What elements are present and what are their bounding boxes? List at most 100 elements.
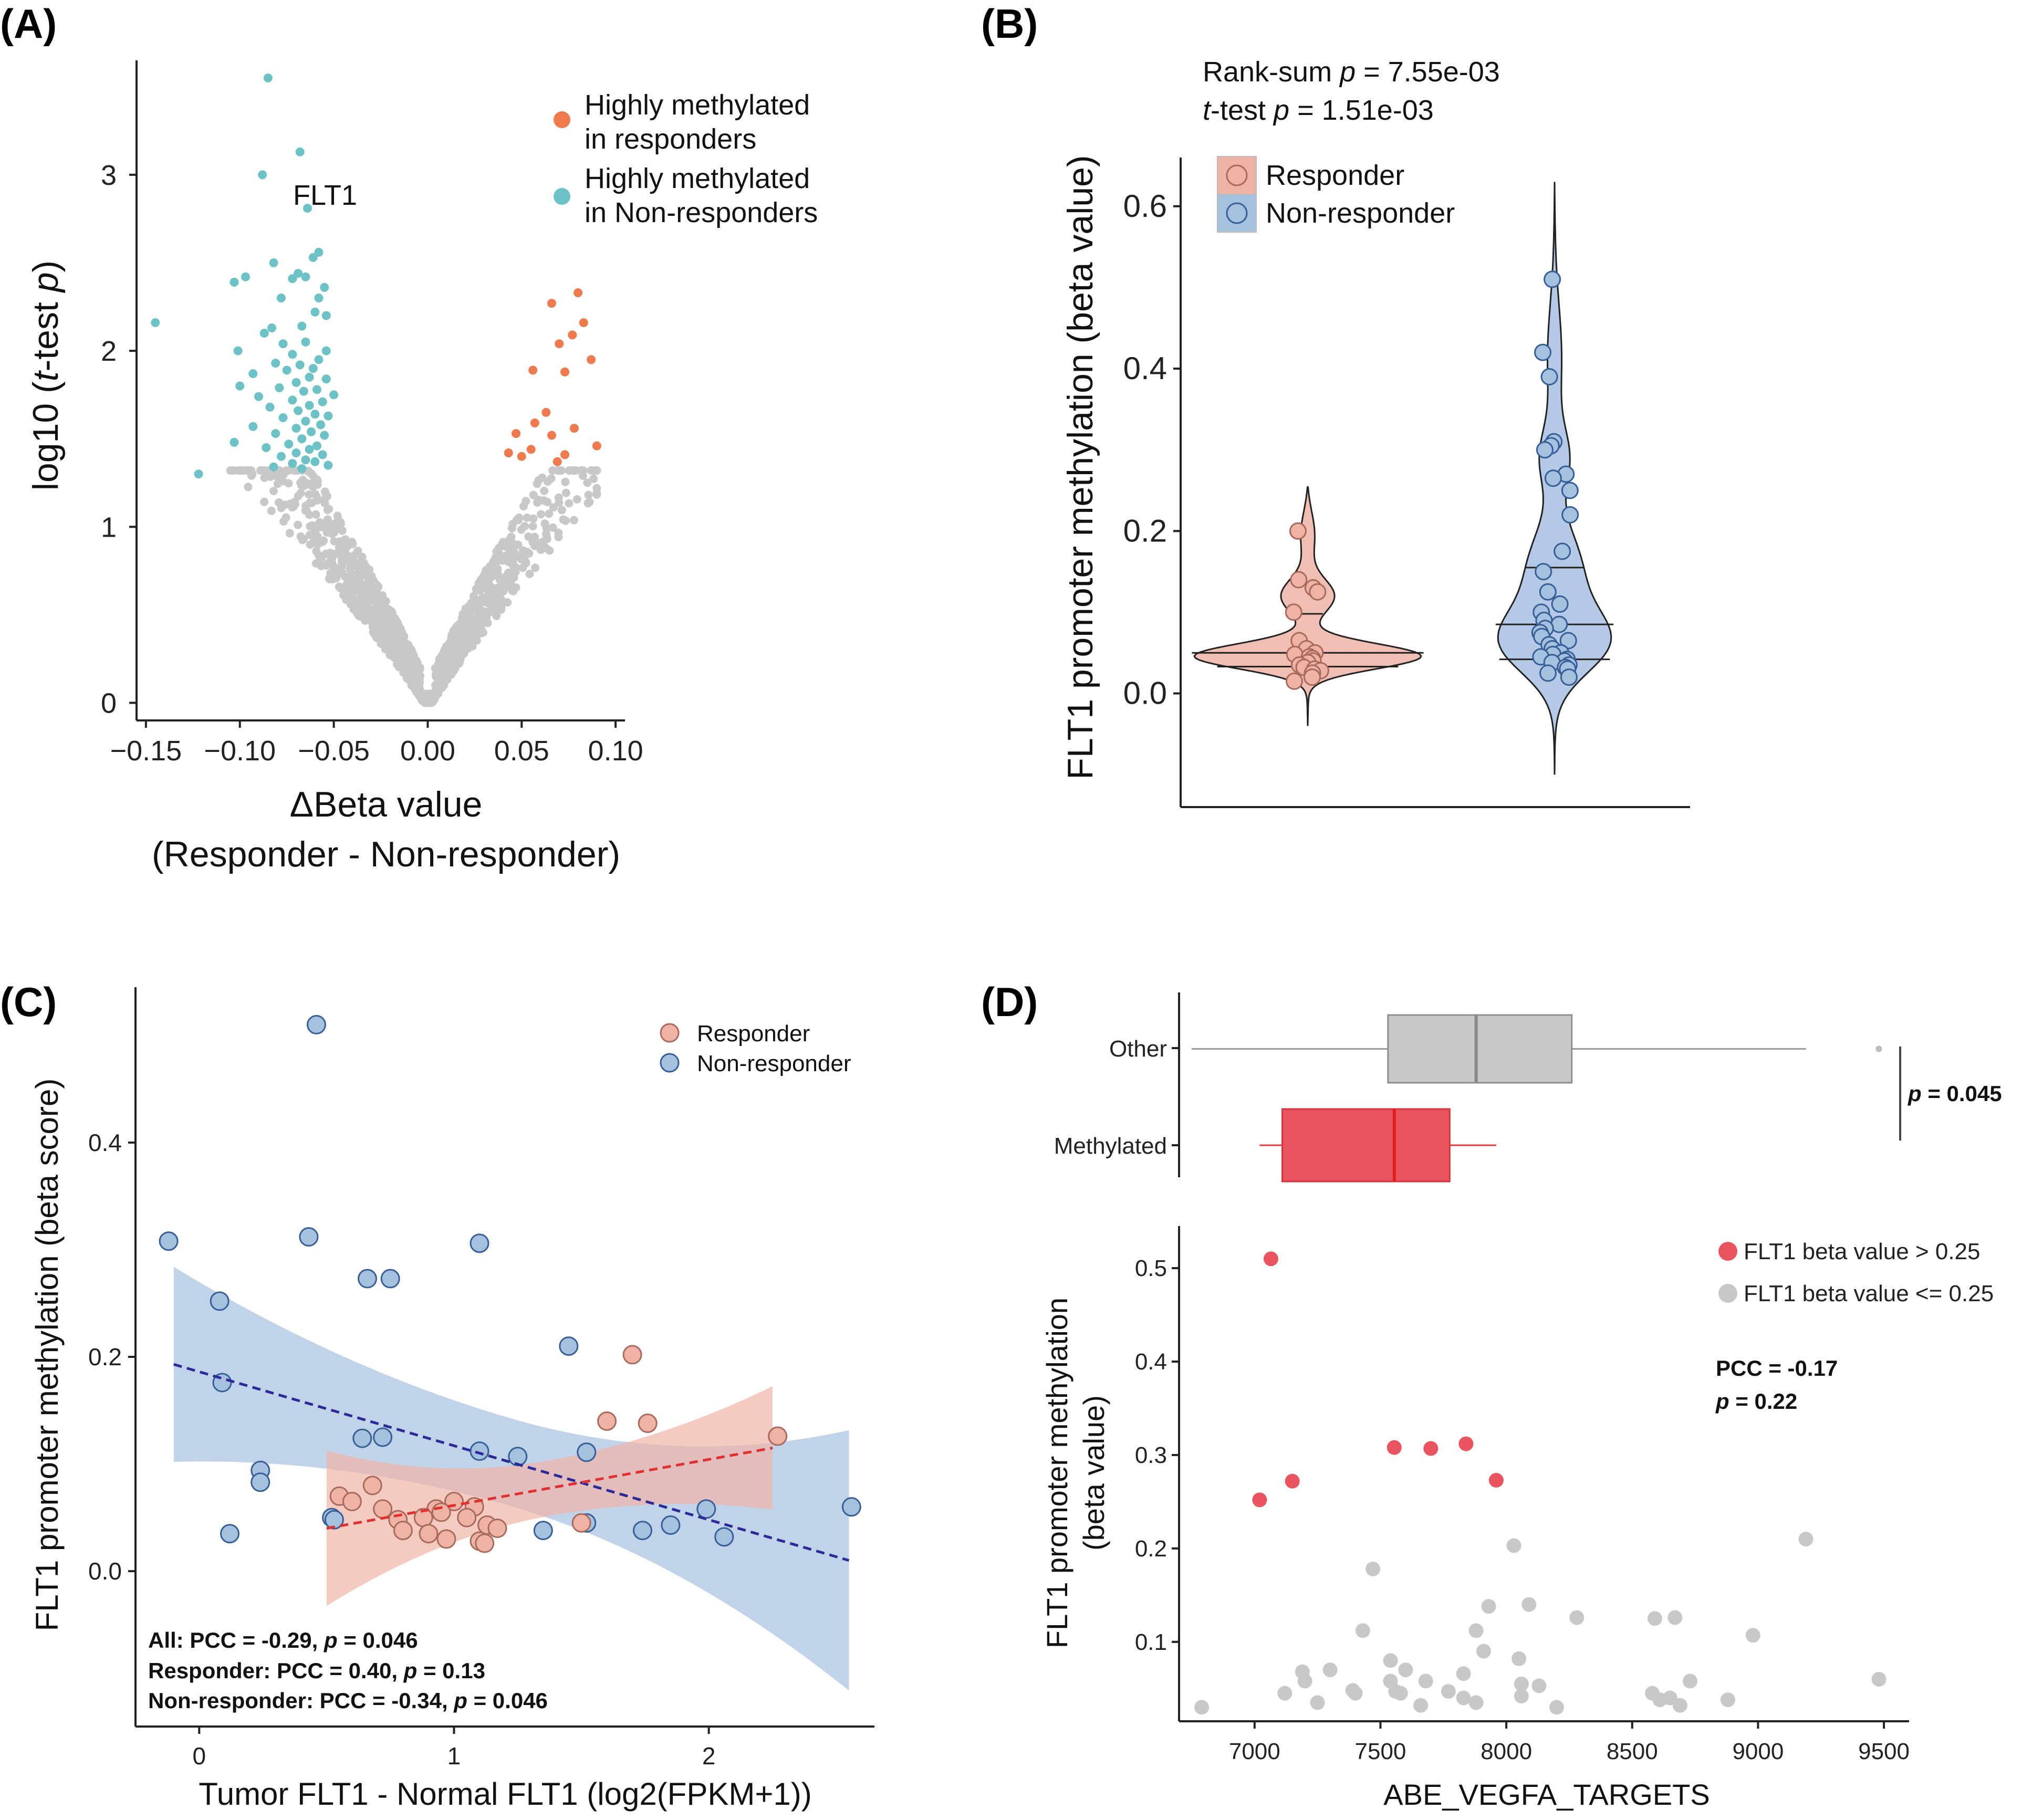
panel-a-background-point bbox=[370, 586, 379, 595]
panel-a-background-point bbox=[311, 532, 320, 541]
panel-b-point-responder bbox=[1303, 668, 1321, 686]
panel-a-point-responder bbox=[579, 318, 588, 327]
panel-a-background-point bbox=[584, 490, 593, 499]
panel-a-background-point bbox=[354, 597, 363, 605]
panel-d-y-tick-label: 0.4 bbox=[1135, 1349, 1167, 1375]
panel-c-fit-line-responder bbox=[326, 1446, 773, 1530]
panel-a-background-point bbox=[387, 625, 396, 634]
panel-a-point-responder bbox=[526, 445, 536, 454]
panel-a-background-point bbox=[583, 478, 592, 487]
panel-a-background-point bbox=[274, 498, 283, 507]
panel-a-background-point bbox=[547, 474, 556, 483]
panel-a-background-point bbox=[476, 608, 485, 617]
panel-a-background-point bbox=[330, 528, 339, 537]
panel-a-background-point bbox=[463, 644, 472, 653]
panel-d-point-low bbox=[1683, 1673, 1697, 1689]
panel-a-background-point bbox=[543, 535, 551, 543]
panel-a-background-point bbox=[362, 606, 371, 615]
panel-a-background-point bbox=[507, 532, 516, 541]
panel-b-point-nonresponder bbox=[1561, 506, 1579, 524]
panel-a-background-point bbox=[371, 607, 380, 616]
panel-a-point-nonresponder bbox=[291, 448, 301, 457]
panel-label-d: (D) bbox=[981, 979, 1038, 1025]
panel-a-background-point bbox=[329, 549, 338, 558]
panel-a-point-responder bbox=[569, 424, 579, 433]
panel-a-background-point bbox=[592, 466, 601, 475]
panel-a-background-point bbox=[504, 557, 513, 566]
panel-c-point-nonresponder bbox=[324, 1510, 344, 1530]
panel-b-y-tick-label: 0.6 bbox=[1123, 189, 1167, 224]
panel-a-background-point bbox=[314, 551, 323, 560]
panel-b-point-nonresponder bbox=[1544, 270, 1561, 288]
panel-a-point-nonresponder bbox=[307, 427, 316, 436]
panel-a-background-point bbox=[475, 601, 484, 610]
panel-b-point-responder bbox=[1285, 672, 1303, 690]
panel-a-point-responder bbox=[592, 441, 601, 451]
panel-a-point-responder bbox=[512, 429, 521, 438]
panel-b-point-nonresponder bbox=[1539, 583, 1557, 601]
panel-a-background-point bbox=[496, 576, 504, 584]
panel-c-point-nonresponder bbox=[380, 1269, 400, 1289]
panel-a-background-point bbox=[478, 628, 487, 637]
panel-a-point-nonresponder bbox=[271, 429, 280, 438]
panel-a-background-point bbox=[577, 466, 586, 475]
panel-a-background-point bbox=[484, 595, 493, 604]
panel-a-legend-marker-1 bbox=[554, 111, 570, 128]
panel-label-b: (B) bbox=[981, 1, 1038, 47]
panel-d-point-low bbox=[1393, 1686, 1408, 1701]
panel-a-point-nonresponder bbox=[308, 253, 318, 262]
panel-a-point-nonresponder bbox=[318, 397, 327, 406]
panel-a-point-nonresponder bbox=[310, 307, 320, 317]
panel-a-background-point bbox=[482, 568, 491, 577]
panel-a-background-point bbox=[294, 520, 303, 529]
panel-b-point-nonresponder bbox=[1536, 441, 1554, 459]
panel-a-background-point bbox=[333, 519, 342, 528]
panel-c-x-tick-label: 2 bbox=[702, 1742, 716, 1770]
panel-a-background-point bbox=[393, 648, 402, 657]
panel-a-point-nonresponder bbox=[320, 431, 329, 440]
panel-d-point-low bbox=[1468, 1695, 1484, 1710]
panel-c-point-responder bbox=[373, 1499, 393, 1519]
panel-d-box-outlier bbox=[1875, 1045, 1882, 1052]
panel-a-background-point bbox=[301, 479, 310, 487]
panel-c-point-nonresponder bbox=[632, 1521, 652, 1541]
panel-d-point-low bbox=[1277, 1686, 1293, 1701]
panel-a-point-responder bbox=[530, 419, 539, 428]
panel-a-background-point bbox=[337, 562, 346, 571]
panel-a-point-nonresponder bbox=[291, 424, 301, 433]
panel-d-point-low bbox=[1506, 1538, 1521, 1553]
panel-a-point-nonresponder bbox=[276, 294, 286, 303]
panel-c-point-nonresponder bbox=[220, 1524, 240, 1544]
panel-c-scatter-plot: Tumor FLT1 - Normal FLT1 (log2(FPKM+1)) … bbox=[29, 987, 874, 1812]
panel-a-legend-marker-2 bbox=[554, 188, 570, 205]
panel-d-point-low bbox=[1672, 1698, 1687, 1713]
panel-d-point-low bbox=[1569, 1610, 1585, 1625]
panel-a-background-point bbox=[515, 513, 524, 522]
panel-a-background-point bbox=[465, 637, 474, 646]
panel-a-background-point bbox=[329, 570, 338, 579]
panel-c-x-tick-label: 0 bbox=[192, 1742, 206, 1770]
panel-d-y-tick-label: 0.5 bbox=[1135, 1256, 1167, 1281]
panel-a-legend-label-2a: Highly methylated bbox=[585, 163, 810, 194]
panel-a-background-point bbox=[410, 661, 418, 670]
panel-a-background-point bbox=[337, 542, 346, 551]
panel-a-background-point bbox=[465, 602, 474, 611]
panel-a-background-point bbox=[238, 466, 247, 475]
panel-c-point-nonresponder bbox=[159, 1231, 179, 1251]
panel-a-background-point bbox=[583, 499, 592, 508]
panel-c-y-tick-label: 0.4 bbox=[88, 1129, 122, 1156]
panel-d-x-tick-label: 7000 bbox=[1229, 1739, 1280, 1764]
panel-a-point-nonresponder bbox=[299, 386, 308, 396]
panel-a-point-nonresponder bbox=[297, 434, 307, 444]
panel-a-background-point bbox=[522, 497, 530, 506]
panel-d-point-low bbox=[1798, 1532, 1813, 1547]
panel-b-point-nonresponder bbox=[1540, 368, 1558, 385]
panel-a-background-point bbox=[382, 631, 391, 640]
panel-a-background-point bbox=[543, 498, 552, 506]
panel-d-legend-marker-high bbox=[1718, 1242, 1737, 1261]
panel-a-background-point bbox=[557, 506, 566, 515]
panel-label-a: (A) bbox=[0, 1, 57, 47]
panel-d-legend-label-high: FLT1 beta value > 0.25 bbox=[1744, 1239, 1980, 1264]
panel-a-background-point bbox=[360, 582, 369, 591]
panel-a-background-point bbox=[298, 536, 307, 545]
